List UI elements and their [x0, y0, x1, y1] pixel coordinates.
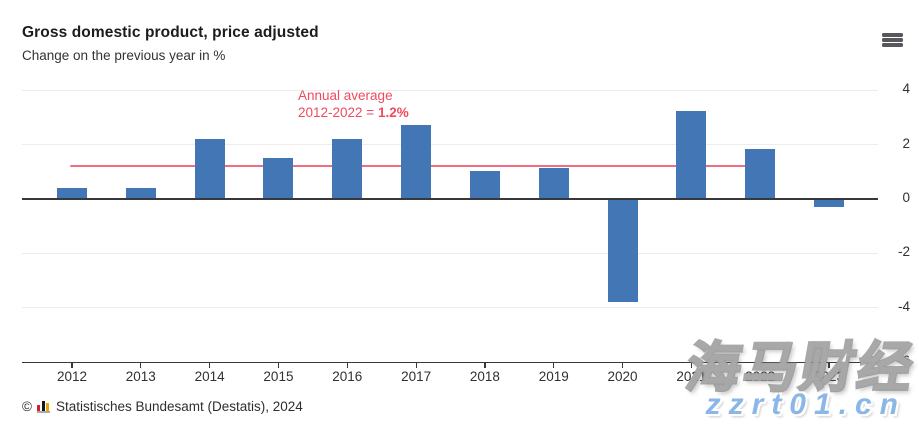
chart-subtitle: Change on the previous year in %	[22, 48, 226, 63]
gridline-2	[22, 144, 878, 145]
gridline--4	[22, 307, 878, 309]
x-axis-tick	[415, 361, 417, 368]
x-axis-tick	[828, 361, 830, 368]
average-annotation-range: 2012-2022 =	[298, 104, 378, 120]
x-axis-tick	[484, 361, 486, 368]
y-axis-label: -4	[897, 298, 910, 314]
bar-2015[interactable]	[263, 157, 294, 199]
bar-2014[interactable]	[194, 138, 225, 199]
source-credit: © Statistisches Bundesamt (Destatis), 20…	[22, 399, 303, 414]
y-axis-label: -6	[897, 353, 910, 369]
x-axis-tick	[690, 361, 692, 368]
x-axis-label: 2022	[745, 368, 776, 384]
bar-2012[interactable]	[57, 187, 87, 199]
y-axis-label: 4	[902, 81, 910, 97]
gridline--2	[22, 252, 878, 254]
x-axis-label: 2021	[676, 368, 707, 384]
source-text: Statistisches Bundesamt (Destatis), 2024	[55, 399, 303, 414]
gridline-4	[22, 89, 878, 91]
bar-2022[interactable]	[745, 149, 776, 199]
x-axis-tick	[71, 361, 73, 368]
x-axis-label: 2012	[56, 368, 88, 384]
bar-2017[interactable]	[401, 124, 432, 199]
x-axis-label: 2019	[538, 368, 569, 384]
x-axis-tick	[621, 361, 624, 368]
copyright-symbol: ©	[22, 399, 32, 414]
x-axis-label: 2015	[263, 368, 294, 384]
x-axis-label: 2018	[469, 368, 500, 384]
x-axis-tick	[277, 361, 280, 368]
x-axis-label: 2023	[813, 368, 845, 384]
bar-2016[interactable]	[332, 138, 363, 199]
bar-2019[interactable]	[538, 168, 569, 199]
average-annotation: Annual average 2012-2022 = 1.2%	[298, 88, 409, 121]
bar-2013[interactable]	[125, 187, 156, 199]
x-axis-label: 2017	[401, 368, 432, 384]
bar-2023[interactable]	[814, 198, 845, 207]
x-axis-line	[22, 361, 878, 363]
x-axis-tick	[553, 361, 555, 368]
bar-2021[interactable]	[676, 111, 707, 199]
y-axis-label: 0	[902, 189, 910, 205]
watermark-url: zzrt01.cn	[705, 388, 906, 421]
y-axis-label: -2	[897, 244, 910, 260]
x-axis-tick	[346, 361, 348, 368]
hamburger-menu-icon	[882, 33, 903, 47]
chart-context-menu-button[interactable]	[882, 30, 908, 50]
bar-2020[interactable]	[607, 198, 638, 302]
x-axis-label: 2013	[125, 368, 156, 384]
average-annotation-value: 1.2%	[377, 104, 409, 120]
x-axis-label: 2014	[194, 368, 225, 384]
x-axis-tick	[140, 361, 142, 368]
chart-title: Gross domestic product, price adjusted	[22, 24, 319, 41]
x-axis-tick	[209, 361, 211, 368]
average-annotation-line2: 2012-2022 = 1.2%	[298, 105, 409, 122]
x-axis-label: 2016	[332, 368, 363, 384]
x-axis-label: 2020	[607, 368, 638, 384]
zero-line	[22, 198, 878, 200]
bar-2018[interactable]	[469, 171, 500, 199]
destatis-logo-icon	[36, 400, 51, 413]
y-axis-label: 2	[902, 135, 910, 151]
x-axis-tick	[759, 361, 761, 368]
average-annotation-line1: Annual average	[298, 88, 393, 103]
